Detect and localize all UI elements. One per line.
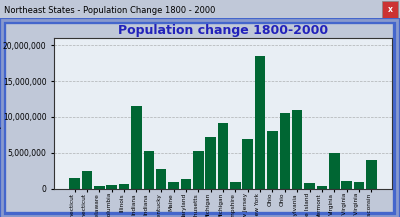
Title: Population change 1800-2000: Population change 1800-2000 (118, 24, 328, 37)
Y-axis label: Population: Population (0, 88, 1, 139)
Bar (317, 186, 327, 189)
Bar (205, 137, 216, 189)
Bar (242, 138, 253, 189)
Bar (156, 169, 166, 189)
Bar (329, 153, 340, 189)
Bar (69, 178, 80, 189)
Bar (354, 182, 364, 189)
Bar (382, 1, 398, 18)
Bar (94, 186, 105, 189)
Bar (106, 185, 117, 189)
Text: x: x (388, 5, 392, 14)
Bar (131, 106, 142, 189)
Bar (181, 179, 191, 189)
Bar (230, 182, 241, 189)
Bar (144, 151, 154, 189)
Bar (193, 151, 204, 189)
Bar (82, 171, 92, 189)
Bar (267, 131, 278, 189)
Text: Northeast States - Population Change 1800 - 2000: Northeast States - Population Change 180… (4, 6, 215, 15)
Bar (119, 184, 129, 189)
Bar (366, 160, 377, 189)
Bar (218, 123, 228, 189)
Bar (255, 56, 265, 189)
Bar (280, 113, 290, 189)
Bar (168, 182, 179, 189)
Bar (341, 181, 352, 189)
Bar (304, 183, 315, 189)
Bar (292, 110, 302, 189)
